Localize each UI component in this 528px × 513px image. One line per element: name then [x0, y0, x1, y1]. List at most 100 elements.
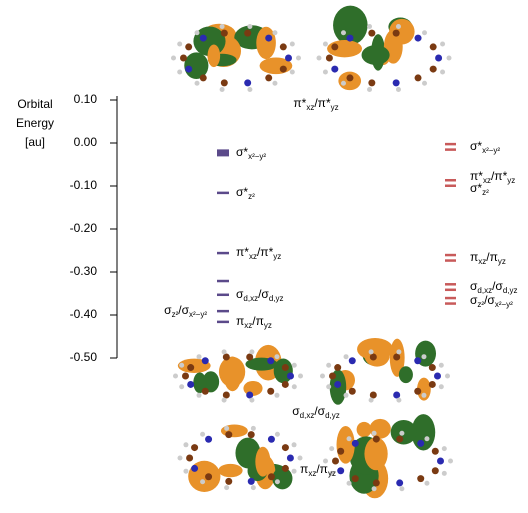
caption-part: d,yz	[325, 411, 340, 420]
y-tick-label: -0.10	[70, 178, 98, 192]
atom	[220, 24, 225, 29]
atom	[224, 485, 229, 490]
atom	[244, 79, 251, 86]
atom	[320, 374, 325, 379]
atom	[396, 398, 401, 403]
atom	[251, 426, 256, 431]
caption-part: /σ	[314, 404, 325, 418]
atom	[251, 485, 256, 490]
atom	[424, 481, 429, 486]
atom	[191, 444, 198, 451]
level	[445, 184, 456, 187]
atom	[197, 354, 202, 359]
level	[217, 192, 229, 195]
orbital-lobe	[243, 381, 262, 396]
atom	[440, 70, 445, 75]
atom	[282, 444, 289, 451]
level-label: σz²/σx²−y²	[164, 303, 207, 319]
caption-part: yz	[328, 469, 336, 478]
atom	[249, 398, 254, 403]
level	[445, 297, 456, 300]
atom	[352, 475, 359, 482]
atom	[221, 79, 228, 86]
atom	[448, 459, 453, 464]
molecule-image	[171, 24, 301, 92]
atom	[439, 384, 444, 389]
level-label-part: d,xz	[243, 294, 258, 303]
atom	[246, 392, 253, 399]
level	[445, 143, 456, 146]
level-label-part: x²−y²	[189, 310, 207, 319]
caption-part: xz	[306, 103, 314, 112]
atom	[421, 354, 426, 359]
atom	[334, 381, 341, 388]
level-label-part: σ*	[236, 145, 248, 159]
molecule-image	[173, 345, 303, 403]
atom	[430, 43, 437, 50]
atom	[282, 364, 289, 371]
level-label-part: xz	[478, 257, 486, 266]
atom	[247, 24, 252, 29]
atom	[183, 469, 188, 474]
atom	[317, 56, 322, 61]
atom	[329, 446, 334, 451]
atom	[349, 388, 356, 395]
atom	[221, 30, 228, 37]
atom	[393, 353, 400, 360]
atom	[191, 465, 198, 472]
orbital-lobe	[399, 366, 413, 383]
atom	[246, 353, 253, 360]
atom	[373, 479, 380, 486]
atom	[272, 81, 277, 86]
atom	[414, 357, 421, 364]
atom	[202, 388, 209, 395]
orbital-lobe	[218, 464, 242, 477]
atom	[369, 349, 374, 354]
caption-part: d,xz	[300, 411, 315, 420]
atom	[393, 79, 400, 86]
level-label-part: yz	[264, 321, 272, 330]
level-label: σ*x²−y²	[470, 139, 500, 155]
atom	[225, 431, 232, 438]
atom	[440, 41, 445, 46]
orbital-lobe	[337, 426, 355, 464]
level-label: σ*z²	[236, 185, 255, 201]
orbital-lobe	[389, 19, 414, 45]
caption-part: π	[300, 462, 308, 476]
y-tick-label: -0.20	[70, 221, 98, 235]
atom	[182, 373, 189, 380]
y-tick-label: 0.10	[74, 92, 98, 106]
atom	[292, 363, 297, 368]
atom	[346, 74, 353, 81]
atom	[290, 41, 295, 46]
atom	[344, 393, 349, 398]
atom	[225, 478, 232, 485]
atom	[285, 55, 292, 62]
atom	[272, 30, 277, 35]
level-label-part: yz	[507, 176, 515, 185]
atom	[432, 448, 439, 455]
atom	[290, 70, 295, 75]
level	[445, 259, 456, 262]
y-tick-label: -0.50	[70, 350, 98, 364]
atom	[177, 41, 182, 46]
atom	[282, 465, 289, 472]
atom	[195, 81, 200, 86]
level-label-part: /σ	[258, 287, 269, 301]
caption: σd,xz/σd,yz	[292, 404, 340, 420]
atom	[373, 436, 380, 443]
atom	[292, 469, 297, 474]
atom	[369, 398, 374, 403]
atom	[185, 66, 192, 73]
level-label-part: σ*	[470, 139, 482, 153]
level-label-part: z²	[248, 192, 255, 201]
level	[445, 254, 456, 257]
atom	[372, 486, 377, 491]
atom	[347, 481, 352, 486]
level	[217, 252, 229, 255]
level-label-part: xz	[244, 321, 252, 330]
atom	[437, 458, 444, 465]
atom	[268, 473, 275, 480]
atom	[396, 349, 401, 354]
atom	[287, 373, 294, 380]
